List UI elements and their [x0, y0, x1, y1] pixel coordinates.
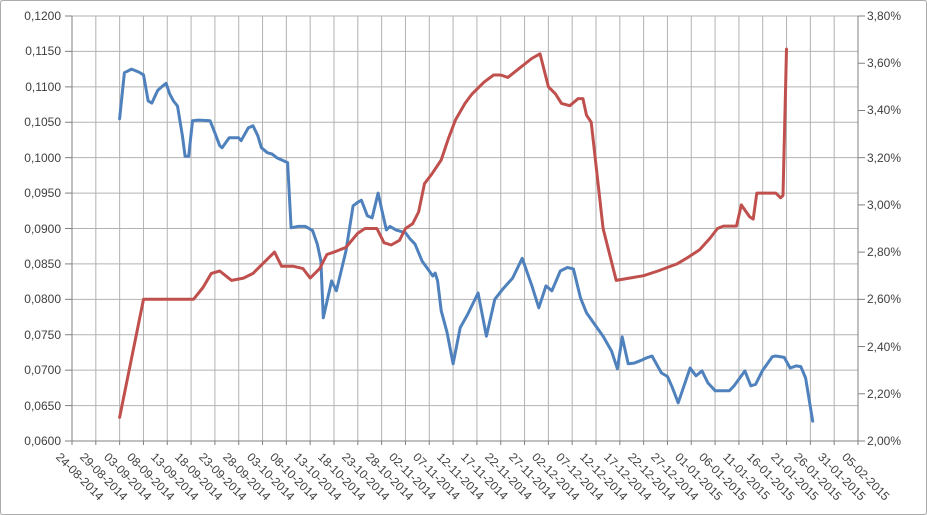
- y-left-tick-label: 0,0950: [24, 186, 61, 201]
- y-right-tick-label: 3,80%: [867, 9, 902, 23]
- y-right-tick-label: 3,60%: [867, 56, 902, 71]
- series-lines: [118, 47, 815, 423]
- y-left-tick-label: 0,0800: [24, 292, 61, 307]
- y-right-tick-label: 3,20%: [867, 150, 902, 165]
- y-right-tick-label: 2,80%: [867, 245, 902, 260]
- y-left-tick-label: 0,1150: [25, 44, 61, 59]
- blue-price-series-line: [118, 67, 815, 423]
- y-left-tick-label: 0,1000: [24, 150, 61, 165]
- y-left-tick-label: 0,0700: [24, 363, 61, 378]
- y-left-tick-label: 0,0650: [24, 398, 61, 413]
- y-left-tick-label: 0,0750: [24, 327, 61, 342]
- red-percent-series-line: [118, 47, 788, 419]
- axis-tick-marks: [65, 15, 865, 445]
- y-right-tick-label: 3,00%: [867, 197, 902, 212]
- y-left-tick-label: 0,0600: [24, 434, 61, 448]
- y-right-tick-label: 2,20%: [867, 386, 902, 401]
- y-left-tick-label: 0,0900: [24, 221, 61, 236]
- y-right-tick-label: 2,00%: [867, 434, 902, 448]
- y-left-tick-label: 0,1050: [24, 115, 61, 130]
- y-right-tick-label: 3,40%: [867, 103, 902, 118]
- y-right-tick-label: 2,40%: [867, 339, 902, 354]
- y-left-tick-label: 0,1200: [24, 9, 61, 23]
- y-right-tick-label: 2,60%: [867, 292, 902, 307]
- y-left-tick-label: 0,0850: [24, 256, 61, 271]
- y-left-tick-label: 0,1100: [25, 79, 61, 94]
